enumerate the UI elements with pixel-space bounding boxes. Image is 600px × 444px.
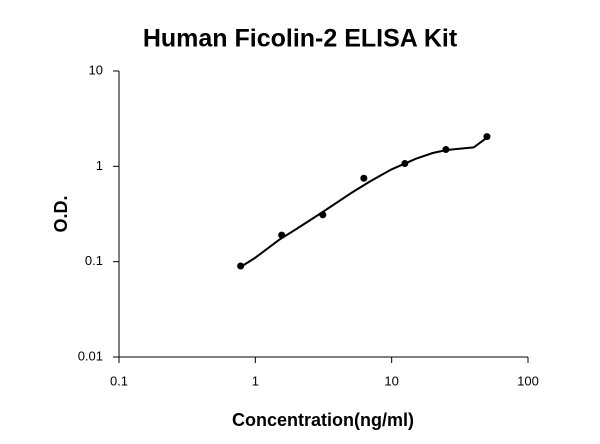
x-tick-label: 100 <box>517 373 539 388</box>
y-tick-label: 1 <box>96 158 103 173</box>
data-point <box>278 231 286 239</box>
data-point <box>319 211 327 219</box>
data-point <box>237 262 245 270</box>
y-tick-label: 10 <box>89 62 103 77</box>
x-tick-label: 0.1 <box>110 373 128 388</box>
data-point <box>401 160 409 168</box>
chart-title: Human Ficolin-2 ELISA Kit <box>143 25 458 53</box>
y-axis-label: O.D. <box>51 195 71 232</box>
data-point <box>483 133 491 141</box>
x-axis-label: Concentration(ng/ml) <box>232 410 414 430</box>
fit-curve <box>240 136 488 268</box>
y-tick-label: 0.1 <box>85 253 103 268</box>
x-tick-label: 10 <box>384 373 398 388</box>
data-point <box>360 174 368 182</box>
y-tick-label: 0.01 <box>78 348 103 363</box>
x-tick-label: 1 <box>252 373 259 388</box>
data-point <box>442 146 450 154</box>
